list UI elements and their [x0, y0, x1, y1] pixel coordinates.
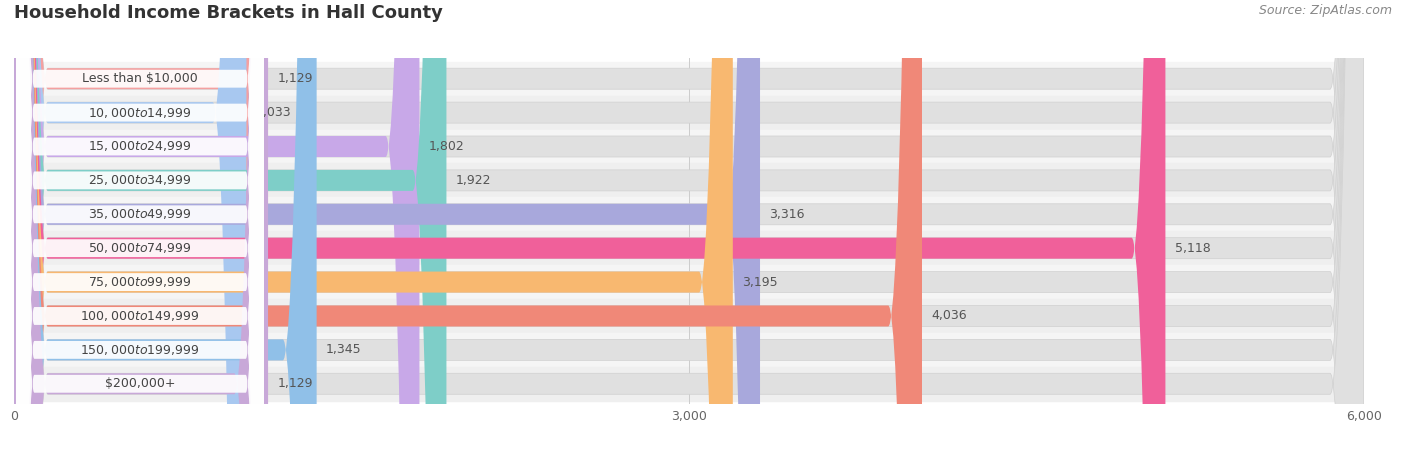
FancyBboxPatch shape	[17, 0, 264, 449]
Bar	[14, 163, 1364, 198]
FancyBboxPatch shape	[14, 0, 316, 449]
Bar	[14, 130, 1364, 163]
Text: 1,129: 1,129	[277, 377, 314, 390]
FancyBboxPatch shape	[14, 0, 1364, 449]
FancyBboxPatch shape	[14, 0, 1364, 449]
Text: 1,922: 1,922	[456, 174, 491, 187]
Text: 1,802: 1,802	[429, 140, 464, 153]
Text: $10,000 to $14,999: $10,000 to $14,999	[89, 106, 191, 119]
Text: $100,000 to $149,999: $100,000 to $149,999	[80, 309, 200, 323]
Bar	[14, 62, 1364, 96]
FancyBboxPatch shape	[14, 0, 1166, 449]
FancyBboxPatch shape	[14, 0, 269, 449]
FancyBboxPatch shape	[14, 0, 761, 449]
FancyBboxPatch shape	[14, 0, 1364, 449]
Text: $50,000 to $74,999: $50,000 to $74,999	[89, 241, 191, 255]
Text: 1,345: 1,345	[326, 343, 361, 357]
FancyBboxPatch shape	[14, 0, 1364, 449]
FancyBboxPatch shape	[14, 0, 922, 449]
FancyBboxPatch shape	[14, 0, 447, 449]
FancyBboxPatch shape	[17, 0, 264, 449]
Text: 3,316: 3,316	[769, 208, 806, 221]
Text: 1,033: 1,033	[256, 106, 291, 119]
Text: $15,000 to $24,999: $15,000 to $24,999	[89, 140, 191, 154]
FancyBboxPatch shape	[14, 0, 1364, 449]
Text: $200,000+: $200,000+	[105, 377, 176, 390]
FancyBboxPatch shape	[17, 0, 264, 449]
FancyBboxPatch shape	[17, 0, 264, 449]
FancyBboxPatch shape	[14, 0, 1364, 449]
Text: 4,036: 4,036	[931, 309, 967, 322]
FancyBboxPatch shape	[14, 0, 1364, 449]
Text: 3,195: 3,195	[742, 276, 778, 289]
FancyBboxPatch shape	[17, 0, 264, 449]
FancyBboxPatch shape	[17, 0, 264, 449]
Bar	[14, 299, 1364, 333]
FancyBboxPatch shape	[14, 0, 419, 449]
Bar	[14, 198, 1364, 231]
Text: $150,000 to $199,999: $150,000 to $199,999	[80, 343, 200, 357]
FancyBboxPatch shape	[17, 0, 264, 449]
Text: 5,118: 5,118	[1175, 242, 1211, 255]
Text: 1,129: 1,129	[277, 72, 314, 85]
FancyBboxPatch shape	[14, 0, 1364, 449]
FancyBboxPatch shape	[14, 0, 1364, 449]
FancyBboxPatch shape	[17, 0, 264, 449]
FancyBboxPatch shape	[14, 0, 269, 449]
Text: $75,000 to $99,999: $75,000 to $99,999	[89, 275, 191, 289]
FancyBboxPatch shape	[14, 0, 1364, 449]
Text: Source: ZipAtlas.com: Source: ZipAtlas.com	[1258, 4, 1392, 18]
Text: $25,000 to $34,999: $25,000 to $34,999	[89, 173, 191, 187]
Bar	[14, 333, 1364, 367]
Bar	[14, 367, 1364, 401]
Text: $35,000 to $49,999: $35,000 to $49,999	[89, 207, 191, 221]
Bar	[14, 96, 1364, 130]
Text: Household Income Brackets in Hall County: Household Income Brackets in Hall County	[14, 4, 443, 22]
Bar	[14, 265, 1364, 299]
FancyBboxPatch shape	[17, 0, 264, 449]
FancyBboxPatch shape	[14, 0, 246, 449]
Text: Less than $10,000: Less than $10,000	[82, 72, 198, 85]
Bar	[14, 231, 1364, 265]
FancyBboxPatch shape	[14, 0, 733, 449]
FancyBboxPatch shape	[17, 0, 264, 449]
